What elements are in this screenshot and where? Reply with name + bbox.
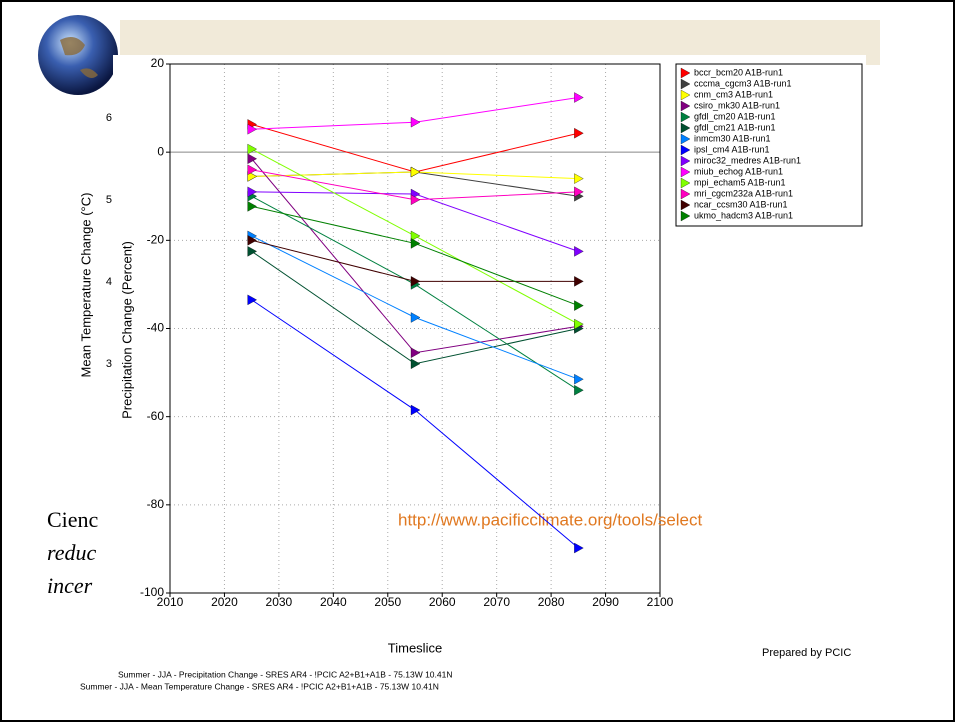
slide-text: Cienc — [47, 507, 99, 532]
footer-text: Summer - JJA - Precipitation Change - SR… — [118, 669, 452, 679]
y-tick-label: -60 — [147, 409, 165, 423]
y-axis-label: Precipitation Change (Percent) — [119, 241, 134, 419]
slide: Cienc reduc incer Mean Temperature Chang… — [0, 0, 955, 722]
legend-label: cccma_cgcm3 A1B-run1 — [694, 78, 792, 88]
globe-logo — [38, 15, 118, 95]
background-y-label: Mean Temperature Change (°C) — [78, 193, 93, 378]
background-tick: 4 — [106, 276, 112, 288]
y-tick-label: -20 — [147, 233, 165, 247]
legend-label: mpi_echam5 A1B-run1 — [694, 177, 786, 187]
legend-label: mri_cgcm232a A1B-run1 — [694, 188, 793, 198]
legend-label: cnm_cm3 A1B-run1 — [694, 89, 773, 99]
y-tick-label: -80 — [147, 497, 165, 511]
y-tick-label: 0 — [157, 144, 164, 158]
x-tick-label: 2050 — [374, 595, 401, 609]
x-tick-label: 2040 — [320, 595, 347, 609]
y-tick-label: -40 — [147, 321, 165, 335]
background-tick: 5 — [106, 194, 112, 206]
legend-label: gfdl_cm21 A1B-run1 — [694, 122, 776, 132]
legend-label: gfdl_cm20 A1B-run1 — [694, 111, 776, 121]
legend-label: ncar_ccsm30 A1B-run1 — [694, 199, 788, 209]
footer-text: Summer - JJA - Mean Temperature Change -… — [80, 681, 439, 691]
annotation: http://www.pacificclimate.org/tools/sele… — [398, 510, 703, 529]
legend-label: miroc32_medres A1B-run1 — [694, 155, 801, 165]
page: {"slide": {"y_label": "Mean Temperature … — [0, 0, 955, 722]
y-tick-label: 20 — [151, 56, 165, 70]
legend-label: inmcm30 A1B-run1 — [694, 133, 771, 143]
legend-label: csiro_mk30 A1B-run1 — [694, 100, 780, 110]
background-tick: 3 — [106, 358, 112, 370]
legend-label: ukmo_hadcm3 A1B-run1 — [694, 210, 793, 220]
x-tick-label: 2090 — [592, 595, 619, 609]
x-tick-label: 2100 — [647, 595, 674, 609]
x-tick-label: 2060 — [429, 595, 456, 609]
legend-label: ipsl_cm4 A1B-run1 — [694, 144, 770, 154]
x-tick-label: 2010 — [157, 595, 184, 609]
slide-text: reduc — [47, 540, 97, 565]
legend-label: bccr_bcm20 A1B-run1 — [694, 67, 783, 77]
credit: Prepared by PCIC — [762, 647, 851, 659]
x-tick-label: 2080 — [538, 595, 565, 609]
x-tick-label: 2030 — [266, 595, 293, 609]
x-axis-label: Timeslice — [388, 640, 442, 655]
background-tick: 6 — [106, 112, 112, 124]
legend-label: miub_echog A1B-run1 — [694, 166, 783, 176]
slide-text: incer — [47, 573, 93, 598]
x-tick-label: 2070 — [483, 595, 510, 609]
x-tick-label: 2020 — [211, 595, 238, 609]
